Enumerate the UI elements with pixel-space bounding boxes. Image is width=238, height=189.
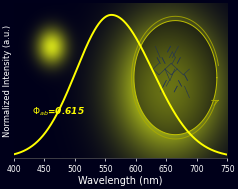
PathPatch shape [134,21,217,135]
X-axis label: Wavelength (nm): Wavelength (nm) [78,176,163,186]
Y-axis label: Normalized Intensity (a.u.): Normalized Intensity (a.u.) [4,24,12,136]
Text: $\Phi_{ab}$=0.615: $\Phi_{ab}$=0.615 [32,106,85,118]
